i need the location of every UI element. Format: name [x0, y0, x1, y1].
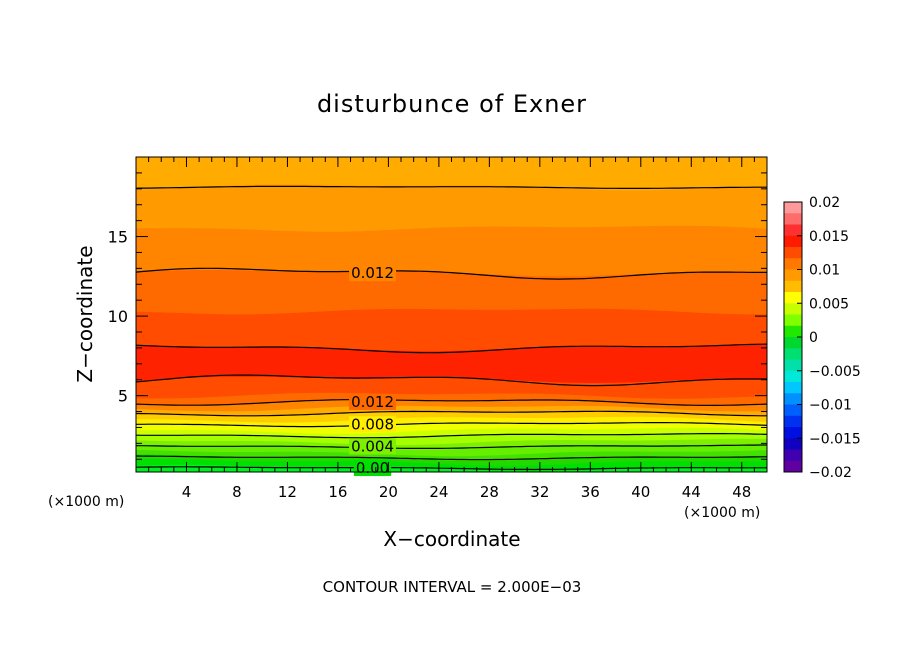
- y-tick-label: 5: [118, 387, 128, 406]
- contour-label-background: [349, 265, 397, 282]
- colorbar-label: 0.005: [809, 296, 849, 312]
- colorbar-swatch: [784, 370, 802, 383]
- colorbar-swatch: [784, 348, 802, 360]
- contour-value-label: 0.008: [351, 415, 394, 433]
- colorbar-swatch: [784, 235, 802, 248]
- colorbar-label: −0.01: [809, 398, 852, 414]
- contour-line: [135, 455, 768, 461]
- colorbar-label: 0.01: [809, 263, 840, 279]
- contour-line: [135, 444, 767, 449]
- contour-line: [135, 398, 768, 406]
- colorbar-swatch: [784, 224, 802, 237]
- contour-line: [135, 185, 767, 189]
- colorbar-label: 0: [809, 330, 818, 346]
- y-tick-label: 15: [108, 228, 128, 247]
- x-tick-label: 32: [530, 483, 549, 501]
- x-tick-label: 24: [429, 483, 448, 501]
- x-tick-label: 48: [732, 483, 751, 501]
- y-axis: 5 10 15: [108, 172, 767, 460]
- x-tick-label: 36: [581, 483, 600, 501]
- colorbar-swatch: [784, 382, 802, 394]
- colorbar-swatch: [784, 247, 802, 259]
- contour-band: [135, 184, 768, 233]
- colorbar-swatch: [784, 404, 802, 417]
- colorbar-label: 0.015: [809, 229, 849, 245]
- x-axis: 4 8 12 16 20 24 28 32 36 40 44 48: [148, 157, 755, 501]
- contour-line: [135, 267, 767, 280]
- colorbar-swatch: [784, 438, 802, 450]
- x-unit-right: (×1000 m): [684, 505, 760, 521]
- colorbar-swatch: [784, 258, 802, 270]
- contour-line: [135, 374, 767, 387]
- colorbar-label: 0.02: [809, 195, 840, 211]
- colorbar-swatch: [784, 292, 802, 304]
- x-unit-left: (×1000 m): [48, 494, 124, 510]
- x-tick-label: 44: [682, 483, 701, 501]
- contour-interval-note: CONTOUR INTERVAL = 2.000E−03: [323, 578, 582, 596]
- colorbar-label: −0.005: [809, 364, 861, 380]
- contour-line: [136, 422, 768, 428]
- contour-value-label: 0.004: [351, 438, 394, 456]
- colorbar-swatch: [784, 303, 802, 315]
- chart-title: disturbunce of Exner: [317, 90, 587, 118]
- contour-label-background: [349, 416, 397, 433]
- x-axis-label: X−coordinate: [383, 527, 520, 551]
- x-tick-label: 28: [480, 483, 499, 501]
- x-tick-label: 20: [379, 483, 398, 501]
- colorbar-swatch: [784, 427, 802, 439]
- x-tick-label: 4: [182, 483, 192, 501]
- colorbar-swatch: [784, 213, 802, 225]
- contour-line: [135, 343, 768, 354]
- y-axis-label: Z−coordinate: [73, 245, 97, 382]
- colorbar-swatch: [784, 280, 802, 293]
- colorbar-swatch: [784, 325, 802, 338]
- x-tick-label: 40: [631, 483, 650, 501]
- x-tick-label: 16: [328, 483, 347, 501]
- colorbar-swatch: [784, 359, 802, 372]
- contour-value-label: 0.00: [356, 459, 389, 477]
- y-tick-label: 10: [108, 307, 128, 326]
- contour-line: [135, 433, 768, 439]
- colorbar-swatch: [784, 202, 802, 214]
- colorbar-swatch: [784, 314, 802, 327]
- colorbar-swatch: [784, 460, 802, 473]
- contour-band: [135, 270, 768, 315]
- colorbar-swatch: [784, 269, 802, 282]
- colorbar-swatch: [784, 393, 802, 405]
- contour-label-background: [349, 394, 397, 410]
- x-tick-label: 8: [232, 483, 242, 501]
- contour-value-label: 0.012: [351, 264, 394, 282]
- contour-line: [135, 410, 767, 417]
- colorbar-label: −0.015: [809, 431, 861, 447]
- colorbar-swatch: [784, 337, 802, 349]
- contour-fill-layer: [135, 156, 768, 473]
- colorbar-swatch: [784, 415, 802, 428]
- contour-line-layer: [135, 185, 768, 471]
- colorbar-swatch: [784, 449, 802, 462]
- contour-value-label: 0.012: [351, 393, 394, 411]
- contour-label-background: [349, 438, 397, 455]
- contour-band: [135, 308, 768, 352]
- x-tick-label: 12: [278, 483, 297, 501]
- colorbar: 0.02 0.015 0.01 0.005 0 −0.005 −0.01 −0.015 −0.0…: [783, 195, 861, 481]
- colorbar-label: −0.02: [809, 465, 852, 481]
